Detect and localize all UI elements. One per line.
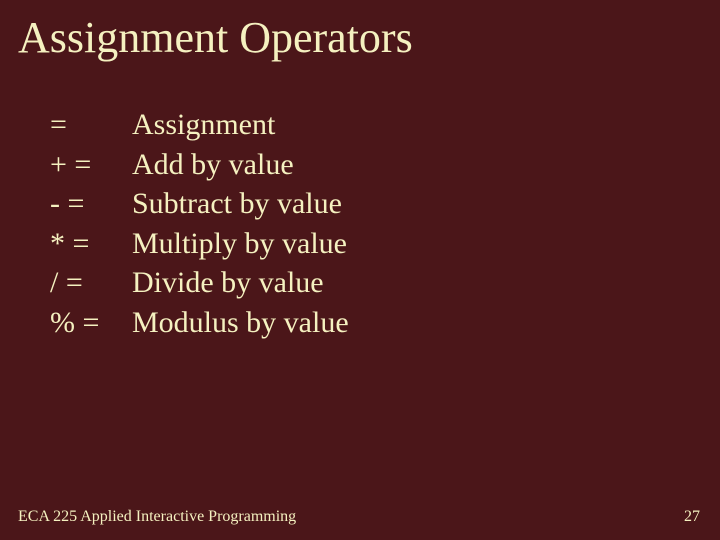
operator-desc: Divide by value	[132, 263, 324, 303]
operator-table: = Assignment + = Add by value - = Subtra…	[50, 105, 349, 343]
table-row: / = Divide by value	[50, 263, 349, 303]
operator-symbol: * =	[50, 224, 132, 264]
table-row: + = Add by value	[50, 145, 349, 185]
table-row: = Assignment	[50, 105, 349, 145]
operator-symbol: % =	[50, 303, 132, 343]
operator-desc: Multiply by value	[132, 224, 347, 264]
operator-symbol: - =	[50, 184, 132, 224]
footer-course-title: ECA 225 Applied Interactive Programming	[18, 508, 296, 526]
page-title: Assignment Operators	[18, 14, 413, 62]
table-row: % = Modulus by value	[50, 303, 349, 343]
operator-symbol: =	[50, 105, 132, 145]
table-row: - = Subtract by value	[50, 184, 349, 224]
operator-desc: Modulus by value	[132, 303, 349, 343]
operator-symbol: / =	[50, 263, 132, 303]
table-row: * = Multiply by value	[50, 224, 349, 264]
operator-desc: Assignment	[132, 105, 275, 145]
operator-desc: Add by value	[132, 145, 294, 185]
operator-symbol: + =	[50, 145, 132, 185]
operator-desc: Subtract by value	[132, 184, 342, 224]
slide: Assignment Operators = Assignment + = Ad…	[0, 0, 720, 540]
page-number: 27	[684, 508, 700, 526]
